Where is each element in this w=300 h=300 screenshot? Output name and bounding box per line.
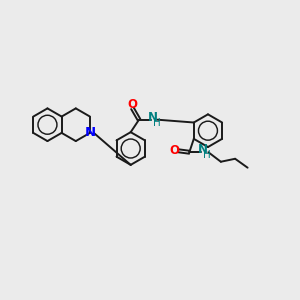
- Text: O: O: [128, 98, 137, 111]
- Text: N: N: [148, 111, 158, 124]
- Text: N: N: [84, 126, 95, 140]
- Text: H: H: [203, 150, 211, 160]
- Text: H: H: [153, 118, 161, 128]
- Text: O: O: [169, 144, 179, 157]
- Text: N: N: [198, 143, 208, 156]
